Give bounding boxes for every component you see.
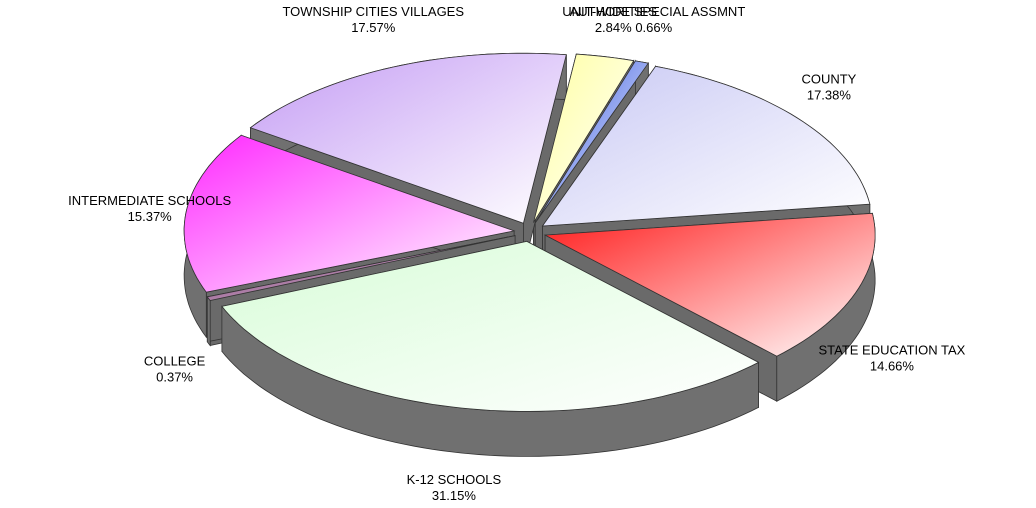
slice: [206, 235, 516, 301]
slice-label: K-12 SCHOOLS: [407, 472, 502, 487]
slice: [543, 212, 876, 357]
slice-value: 2.84%: [595, 20, 632, 35]
slice-label: AUTHORITIES: [570, 4, 658, 19]
slice-label: INTERMEDIATE SCHOOLS: [68, 193, 231, 208]
slice: [533, 53, 635, 223]
slice-value: 14.66%: [870, 359, 915, 374]
slice-value: 15.37%: [128, 209, 173, 224]
slice-label: COLLEGE: [144, 353, 206, 368]
slice: [541, 65, 871, 227]
slice: [249, 52, 567, 224]
slice: [534, 60, 649, 224]
slice-label: TOWNSHIP CITIES VILLAGES: [282, 4, 464, 19]
slice-value: 0.37%: [156, 369, 193, 384]
slice: [221, 240, 760, 412]
slice-label: UNIT-WIDE SPECIAL ASSMNT: [562, 4, 745, 19]
slice: [183, 134, 516, 293]
slice-value: 17.57%: [351, 20, 396, 35]
slice-value: 0.66%: [635, 20, 672, 35]
pie-tops: [183, 52, 876, 412]
slice-label: STATE EDUCATION TAX: [818, 343, 965, 358]
slice-value: 17.38%: [807, 87, 852, 102]
slice-value: 31.15%: [432, 488, 477, 503]
slice-label: COUNTY: [801, 71, 856, 86]
slice-side: [206, 295, 211, 347]
